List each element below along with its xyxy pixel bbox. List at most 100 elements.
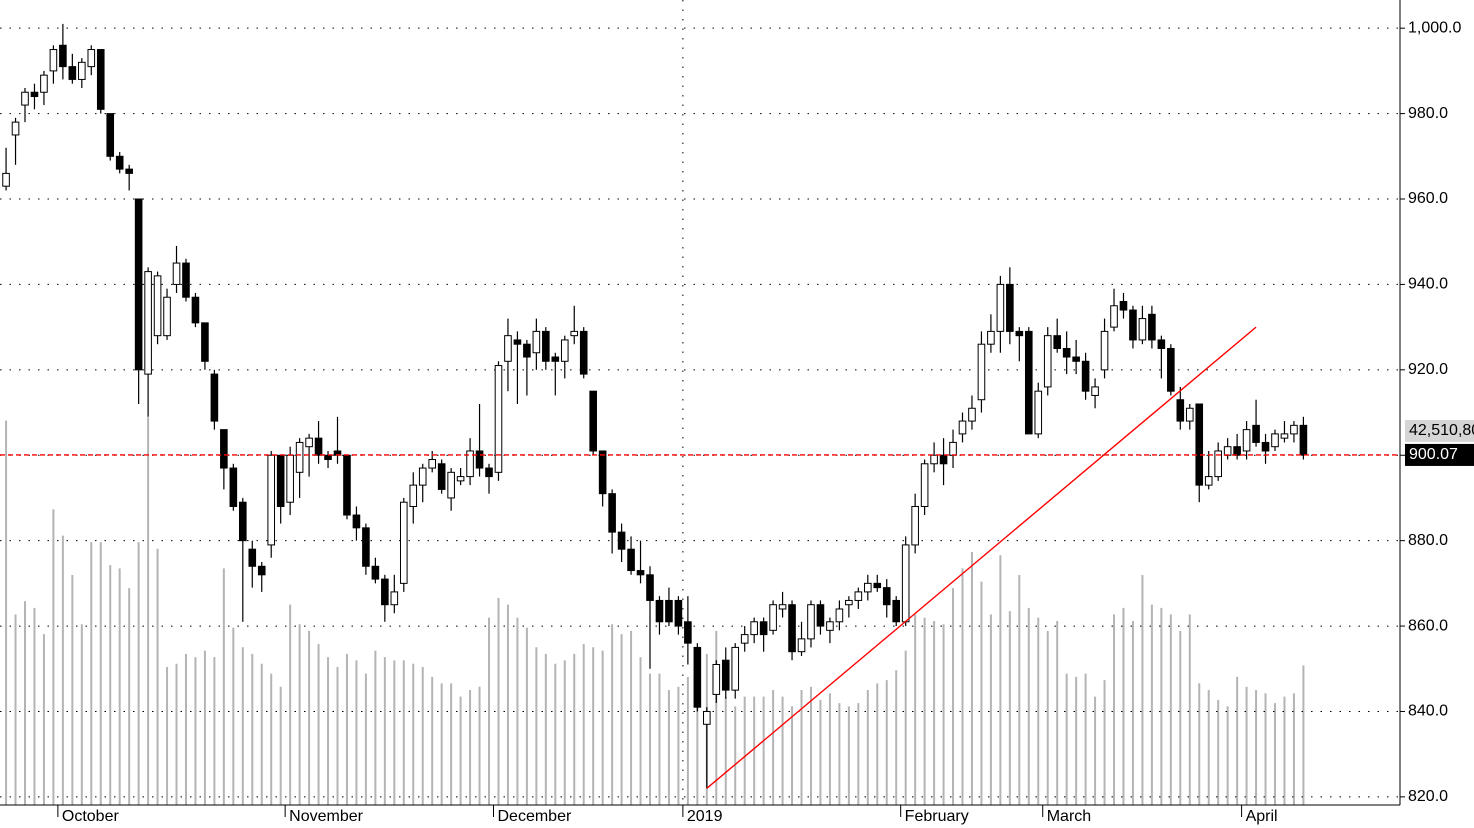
candle-body — [513, 339, 522, 345]
candle-body — [1176, 399, 1185, 422]
candle-body — [201, 322, 209, 362]
candle-body — [655, 599, 664, 623]
candle-body — [144, 271, 152, 375]
candle-body — [788, 604, 796, 653]
x-tick-label: December — [497, 808, 571, 825]
candle-body — [1119, 301, 1128, 311]
candle-body — [1062, 347, 1071, 358]
candle-body — [40, 74, 48, 93]
candle-body — [153, 275, 162, 337]
candle-body — [381, 578, 389, 606]
x-tick-label: April — [1246, 808, 1278, 825]
candle-body — [1242, 429, 1251, 452]
candle-body — [1290, 424, 1298, 435]
y-tick-label: 840.0 — [1408, 703, 1448, 720]
candle-body — [608, 493, 616, 533]
candle-body — [362, 527, 370, 567]
candle-body — [778, 604, 787, 610]
candle-body — [551, 356, 560, 362]
candle-body — [68, 66, 77, 80]
candle-body — [390, 591, 399, 606]
price-label-box — [1405, 443, 1474, 466]
candle-body — [769, 604, 777, 631]
candle-body — [1072, 356, 1080, 362]
candle-body — [1129, 309, 1137, 341]
candle-body — [712, 663, 721, 695]
candle-body — [560, 339, 569, 362]
candle-body — [1100, 330, 1109, 371]
candle-body — [674, 599, 683, 627]
overlay-layer — [0, 326, 1400, 789]
candle-body — [1214, 450, 1222, 478]
candle-body — [930, 454, 938, 465]
x-tick-label: November — [289, 808, 363, 825]
candle-body — [750, 621, 758, 636]
candle-body — [968, 407, 976, 422]
candle-body — [286, 454, 294, 503]
candle-body — [1271, 433, 1279, 448]
candle-body — [30, 91, 39, 98]
price-label: 900.07 — [1409, 446, 1458, 463]
candle-body — [835, 608, 844, 623]
y-tick-label: 1,000.0 — [1408, 19, 1461, 36]
candle-body — [1299, 424, 1308, 456]
candle-body — [115, 155, 124, 170]
candle-body — [78, 61, 86, 80]
candle-body — [314, 437, 323, 456]
candle-body — [295, 441, 304, 473]
candle-body — [466, 450, 474, 478]
grid-layer — [0, 0, 1400, 805]
candle-body — [210, 373, 219, 422]
candle-body — [617, 531, 626, 550]
candle-body — [428, 459, 436, 469]
candle-body — [191, 296, 200, 324]
candle-body — [523, 343, 531, 358]
candle-body — [456, 476, 465, 482]
candle-body — [892, 599, 901, 623]
candle-body — [409, 484, 418, 507]
candle-body — [49, 49, 58, 72]
axis-layer: 1,000.0980.0960.0940.0920.0900.0880.0860… — [57, 19, 1474, 825]
candle-body — [1138, 318, 1147, 341]
candle-body — [731, 646, 740, 691]
candle-body — [987, 330, 995, 345]
candle-body — [740, 634, 749, 644]
x-tick-label: February — [905, 808, 969, 825]
candle-body — [864, 582, 872, 593]
candle-body — [399, 501, 408, 584]
candle-body — [494, 365, 503, 473]
candle-body — [106, 113, 115, 157]
candle-body — [826, 621, 834, 631]
candle-body — [437, 463, 446, 490]
candle-body — [579, 330, 588, 375]
candle-body — [1081, 360, 1090, 392]
candle-body — [1148, 313, 1156, 341]
candle-body — [958, 420, 967, 435]
candle-body — [1204, 476, 1213, 486]
candle-body — [1261, 441, 1270, 452]
candle-body — [371, 565, 380, 580]
candle-body — [996, 283, 1005, 332]
y-tick-label: 920.0 — [1408, 361, 1448, 378]
candle-body — [570, 330, 579, 337]
candle-body — [759, 621, 768, 636]
candle-body — [665, 599, 673, 623]
candle-body — [352, 514, 361, 529]
candle-body — [1157, 339, 1166, 349]
candle-body — [343, 454, 351, 516]
candle-body — [797, 638, 806, 653]
candle-body — [807, 604, 815, 640]
candle-body — [627, 548, 635, 572]
y-tick-label: 880.0 — [1408, 532, 1448, 549]
candle-body — [693, 646, 702, 708]
candle-body — [305, 437, 313, 448]
candle-body — [96, 49, 105, 110]
candle-body — [239, 501, 247, 542]
candle-body — [220, 429, 228, 469]
candle-body — [1252, 424, 1260, 443]
x-tick-label: March — [1047, 808, 1091, 825]
candle-body — [257, 565, 266, 576]
candle-body — [949, 441, 957, 456]
candle-body — [447, 471, 455, 499]
